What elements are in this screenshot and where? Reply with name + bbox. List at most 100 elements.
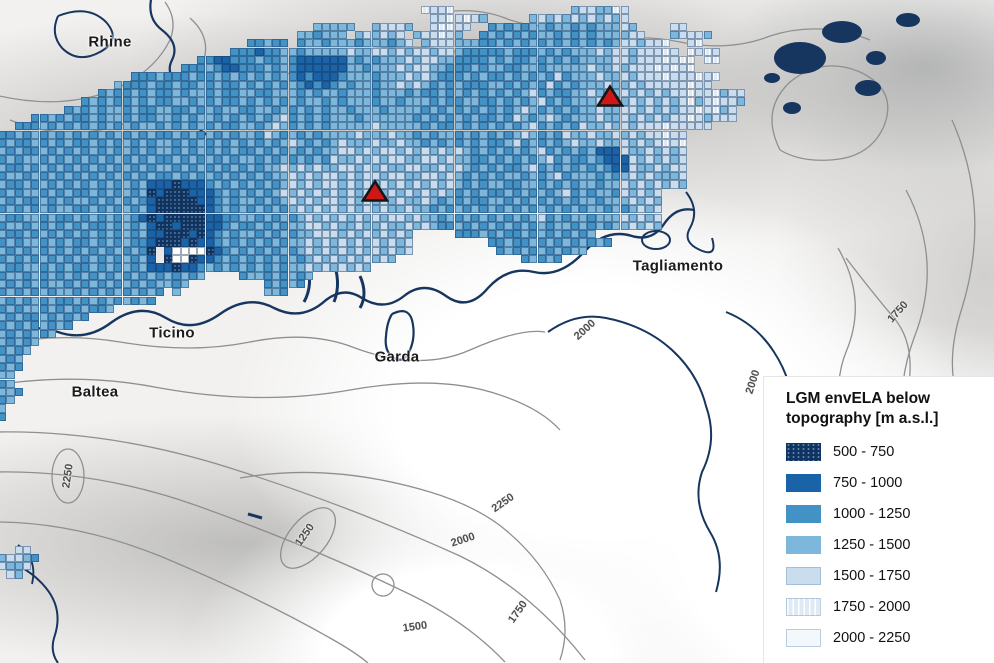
grid-cell [612, 64, 621, 73]
grid-cell [462, 113, 472, 123]
grid-cell [413, 89, 422, 98]
grid-cell [288, 64, 297, 73]
grid-cell [155, 105, 164, 114]
grid-cell [454, 39, 463, 48]
grid-cell [305, 89, 314, 98]
grid-cell [512, 97, 521, 106]
grid-cell [188, 72, 198, 81]
river-tagliamento [685, 191, 715, 254]
grid-cell [313, 30, 322, 40]
grid-cell [338, 97, 347, 106]
grid-cell [338, 22, 347, 31]
grid-cell [379, 30, 389, 40]
grid-cell [479, 30, 488, 40]
grid-cell [628, 64, 638, 73]
grid-cell [388, 64, 397, 73]
legend-class-label: 1750 - 2000 [833, 598, 911, 615]
grid-cell [454, 97, 463, 106]
grid-cell [662, 89, 671, 98]
grid-cell [678, 22, 687, 31]
grid-cell [147, 72, 156, 81]
grid-cell [413, 64, 422, 73]
grid-cell [479, 89, 488, 98]
grid-cell [446, 80, 455, 89]
grid-cell [454, 80, 463, 89]
grid-cell [462, 14, 472, 23]
grid-cell [404, 55, 413, 65]
grid-cell [454, 72, 463, 81]
grid-cell [479, 39, 488, 48]
grid-cell [296, 80, 306, 89]
grid-cell [188, 113, 198, 123]
grid-cell [379, 55, 389, 65]
grid-cell [437, 72, 447, 81]
grid-cell [645, 89, 654, 98]
grid-cell [620, 55, 629, 65]
grid-cell [595, 14, 604, 23]
grid-cell [429, 64, 438, 73]
grid-cell [562, 30, 571, 40]
grid-cell [537, 14, 546, 23]
grid-cell [686, 72, 696, 81]
legend-swatch [786, 504, 821, 523]
grid-cell [686, 39, 696, 48]
grid-cell [247, 97, 256, 106]
grid-cell [512, 47, 521, 56]
grid-cell [628, 105, 638, 114]
grid-cell [479, 47, 488, 56]
grid-cell [64, 113, 73, 123]
grid-cell [595, 89, 604, 98]
grid-cell [570, 22, 579, 31]
grid-cell [263, 64, 272, 73]
grid-cell [670, 89, 679, 98]
contour-line [771, 65, 889, 161]
grid-cell [263, 80, 272, 89]
grid-cell [379, 64, 389, 73]
grid-cell [446, 64, 455, 73]
grid-cell [711, 105, 721, 114]
grid-cell [678, 89, 687, 98]
grid-cell [612, 39, 621, 48]
grid-cell [263, 39, 272, 48]
grid-cell [155, 72, 164, 81]
grid-cell [396, 80, 405, 89]
grid-cell [205, 55, 214, 65]
grid-cell [197, 89, 206, 98]
grid-cell [603, 14, 613, 23]
grid-cell [570, 6, 579, 15]
grid-cell [645, 64, 654, 73]
grid-cell [736, 89, 745, 98]
grid-cell [379, 72, 389, 81]
grid-cell [595, 30, 604, 40]
grid-cell [346, 55, 355, 65]
grid-cell [180, 113, 189, 123]
grid-cell [504, 22, 513, 31]
grid-cell [238, 64, 247, 73]
grid-cell [321, 39, 330, 48]
grid-cell [662, 105, 671, 114]
grid-cell [736, 97, 745, 106]
grid-cell [487, 30, 496, 40]
grid-cell [296, 72, 306, 81]
grid-cell [537, 47, 546, 56]
grid-cell [670, 72, 679, 81]
grid-cell [653, 97, 662, 106]
grid-cell [230, 80, 239, 89]
grid-cell [296, 97, 306, 106]
grid-cell [363, 105, 372, 114]
grid-cell [222, 80, 231, 89]
grid-cell [139, 89, 148, 98]
grid-cell [454, 30, 463, 40]
grid-cell [396, 47, 405, 56]
grid-cell [388, 55, 397, 65]
grid-cell [487, 97, 496, 106]
grid-cell [64, 105, 73, 114]
grid-cell [587, 55, 596, 65]
grid-cell [446, 14, 455, 23]
grid-cell [105, 113, 115, 123]
grid-cell [487, 22, 496, 31]
grid-cell [662, 47, 671, 56]
grid-cell [487, 113, 496, 123]
grid-cell [371, 64, 380, 73]
grid-cell [545, 89, 555, 98]
